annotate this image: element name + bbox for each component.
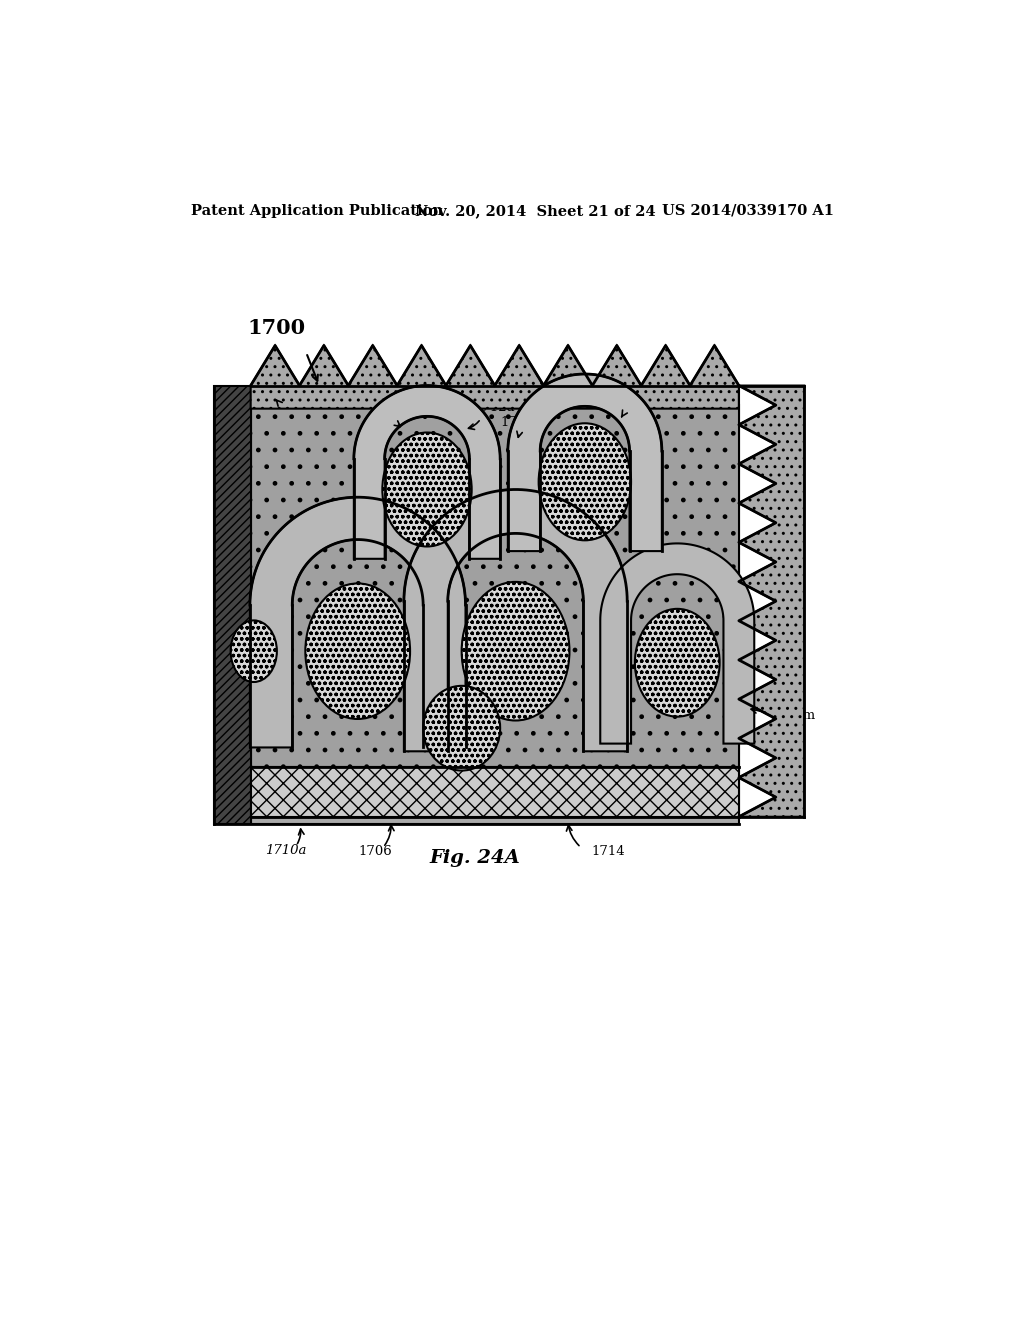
Polygon shape (600, 544, 755, 743)
Polygon shape (251, 405, 739, 767)
Polygon shape (739, 385, 804, 817)
Ellipse shape (635, 609, 720, 717)
Text: 1712m: 1712m (770, 709, 816, 722)
Text: 1708: 1708 (375, 409, 409, 421)
Text: 1714: 1714 (591, 845, 625, 858)
Text: 1706: 1706 (358, 845, 392, 858)
Ellipse shape (423, 686, 500, 771)
Text: 1714: 1714 (500, 416, 534, 429)
Polygon shape (251, 346, 739, 409)
Polygon shape (250, 498, 466, 747)
Polygon shape (508, 374, 662, 552)
Ellipse shape (230, 620, 276, 682)
Text: 1700: 1700 (248, 318, 306, 338)
Polygon shape (251, 767, 739, 817)
Polygon shape (354, 385, 500, 558)
Polygon shape (251, 385, 739, 825)
Text: 1710n: 1710n (588, 397, 630, 411)
Text: US 2014/0339170 A1: US 2014/0339170 A1 (662, 203, 834, 218)
Ellipse shape (462, 582, 569, 721)
Text: 1702: 1702 (267, 395, 301, 408)
Text: Patent Application Publication: Patent Application Publication (190, 203, 442, 218)
Text: 1710a: 1710a (265, 843, 306, 857)
Text: Fig. 24A: Fig. 24A (429, 849, 520, 867)
Ellipse shape (382, 433, 472, 546)
Polygon shape (214, 385, 251, 825)
Text: 1712a: 1712a (473, 401, 515, 414)
Ellipse shape (539, 424, 631, 540)
Polygon shape (403, 490, 628, 751)
Text: Nov. 20, 2014  Sheet 21 of 24: Nov. 20, 2014 Sheet 21 of 24 (416, 203, 656, 218)
Ellipse shape (305, 583, 410, 719)
